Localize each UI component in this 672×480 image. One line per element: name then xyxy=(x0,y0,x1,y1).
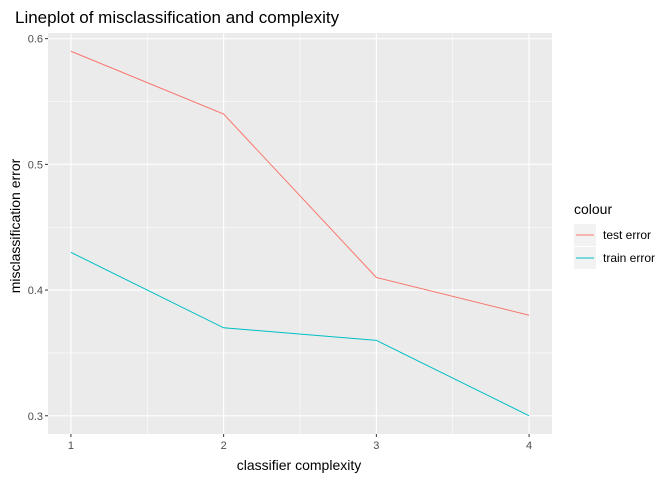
series-line-train-error xyxy=(70,251,530,417)
legend-label: train error xyxy=(603,251,655,265)
major-gridlines xyxy=(48,33,552,434)
minor-gridlines xyxy=(48,33,552,434)
y-axis-title: misclassification error xyxy=(7,158,23,293)
x-tick-label: 1 xyxy=(68,440,74,452)
series-lines xyxy=(70,50,530,417)
y-axis-ticks: 0.3 0.4 0.5 0.6 xyxy=(28,34,48,423)
legend: colour test error train error xyxy=(574,201,655,269)
x-tick-label: 3 xyxy=(373,440,379,452)
y-tick-label: 0.6 xyxy=(28,34,43,46)
x-tick-label: 4 xyxy=(526,440,532,452)
x-axis-ticks: 1 2 3 4 xyxy=(68,434,532,452)
legend-label: test error xyxy=(603,228,651,242)
y-tick-label: 0.4 xyxy=(28,285,43,297)
chart-title: Lineplot of misclassification and comple… xyxy=(15,8,340,27)
legend-title: colour xyxy=(574,201,612,217)
series-line-test-error xyxy=(70,50,530,316)
y-tick-label: 0.5 xyxy=(28,159,43,171)
y-tick-label: 0.3 xyxy=(28,411,43,423)
x-axis-title: classifier complexity xyxy=(237,457,361,473)
x-tick-label: 2 xyxy=(221,440,227,452)
